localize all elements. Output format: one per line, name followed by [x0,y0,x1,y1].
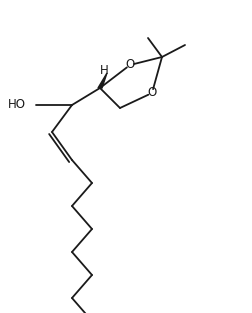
Polygon shape [98,73,107,88]
Text: O: O [125,59,135,71]
Text: H: H [100,64,108,76]
Text: HO: HO [8,99,26,111]
Text: O: O [147,86,157,100]
